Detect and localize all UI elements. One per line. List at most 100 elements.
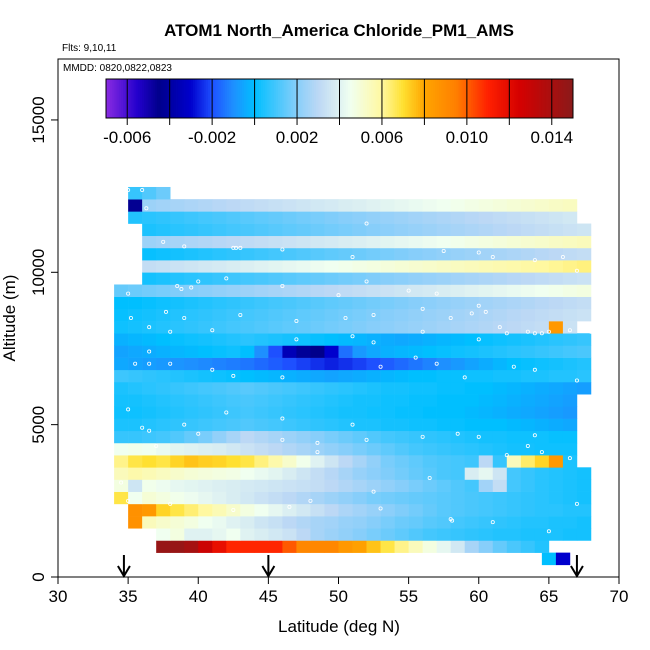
colorbar-segment — [333, 79, 336, 118]
heatmap-cell — [282, 296, 297, 310]
heatmap-cell — [450, 540, 466, 553]
sample-point — [434, 291, 439, 296]
colorbar-segment — [182, 79, 185, 118]
heatmap-cell — [254, 467, 269, 480]
heatmap-cell — [422, 235, 437, 249]
heatmap-cell — [534, 284, 550, 297]
heatmap-cell — [142, 235, 157, 249]
heatmap-cell — [576, 467, 592, 480]
heatmap-cell — [212, 321, 227, 334]
heatmap-cell — [170, 345, 185, 358]
colorbar-segment — [233, 79, 236, 118]
sample-point — [280, 247, 285, 252]
colorbar-segment — [256, 79, 260, 118]
heatmap-cell — [142, 308, 157, 322]
colorbar-segment — [398, 79, 402, 118]
heatmap-cell — [310, 479, 325, 492]
heatmap-cell — [408, 479, 423, 492]
sample-point — [224, 276, 229, 281]
colorbar-segment — [377, 79, 381, 118]
colorbar-segment — [337, 79, 340, 118]
heatmap-cell — [534, 467, 550, 480]
heatmap-cell — [324, 418, 339, 432]
heatmap-cell — [338, 321, 353, 334]
colorbar-segment — [488, 79, 491, 118]
heatmap-cell — [324, 467, 339, 480]
colorbar-segment — [120, 79, 124, 118]
colorbar-segment — [301, 79, 304, 118]
heatmap-cell — [338, 199, 353, 212]
heatmap-cell — [170, 406, 185, 419]
heatmap-cell — [492, 260, 508, 273]
heatmap-cell — [576, 357, 592, 371]
heatmap-cell — [198, 442, 213, 456]
colorbar-segment — [292, 79, 296, 118]
colorbar-tick-label: 0.002 — [276, 128, 319, 147]
colorbar-segment — [178, 79, 181, 118]
heatmap-cell — [184, 272, 199, 285]
colorbar-segment — [303, 79, 306, 118]
heatmap-cell — [478, 284, 494, 297]
sample-point — [532, 433, 537, 438]
colorbar: -0.006 -0.002 0.002 0.006 0.010 0.014 — [103, 78, 574, 147]
heatmap-cell — [310, 284, 325, 297]
colorbar-segment — [485, 79, 489, 118]
colorbar-segment — [358, 79, 362, 118]
colorbar-segment — [381, 79, 385, 118]
colorbar-segment — [341, 79, 345, 118]
heatmap-cell — [492, 430, 508, 444]
heatmap-cell — [450, 211, 466, 224]
heatmap-cell — [576, 516, 592, 529]
heatmap-cell — [142, 260, 157, 273]
heatmap-cell — [142, 321, 157, 334]
heatmap-cell — [408, 491, 423, 505]
sample-point — [350, 422, 355, 427]
heatmap-cell — [352, 479, 367, 492]
heatmap-cell — [240, 503, 255, 517]
heatmap-cell — [282, 357, 297, 371]
heatmap-cell — [296, 516, 311, 529]
colorbar-segment — [314, 79, 317, 118]
heatmap-cell — [226, 345, 241, 358]
heatmap-cell — [142, 442, 157, 456]
heatmap-cell — [268, 296, 283, 310]
heatmap-cell — [226, 418, 241, 432]
heatmap-cell — [534, 223, 550, 237]
heatmap-cell — [282, 516, 297, 529]
heatmap-cell — [366, 381, 381, 395]
heatmap-cell — [198, 394, 213, 407]
colorbar-segment — [409, 79, 413, 118]
heatmap-cell — [282, 479, 297, 492]
heatmap-cell — [520, 528, 536, 541]
heatmap-cell — [296, 272, 311, 285]
heatmap-cell — [380, 455, 395, 468]
heatmap-cell — [254, 199, 269, 212]
colorbar-segment — [401, 79, 404, 118]
heatmap-cell — [366, 284, 381, 297]
heatmap-cell — [310, 455, 325, 468]
sample-point — [238, 245, 243, 250]
heatmap-cell — [170, 260, 185, 273]
heatmap-cell — [184, 540, 199, 553]
sample-point — [595, 392, 600, 397]
heatmap-cell — [380, 394, 395, 407]
heatmap-cell — [254, 455, 269, 468]
heatmap-cell — [226, 369, 241, 383]
heatmap-cell — [492, 308, 508, 322]
sample-point — [126, 407, 131, 412]
heatmap-cell — [352, 308, 367, 322]
sample-point — [574, 378, 579, 383]
heatmap-cell — [170, 491, 185, 505]
heatmap-cell — [310, 516, 325, 529]
heatmap-cell — [128, 333, 143, 346]
arrow-marker — [261, 555, 276, 578]
colorbar-segment — [252, 79, 255, 118]
colorbar-segment — [354, 79, 357, 118]
heatmap-cell — [394, 516, 409, 529]
heatmap-cell — [520, 479, 536, 492]
heatmap-cell — [450, 199, 466, 212]
heatmap-cell — [142, 467, 157, 480]
heatmap-cell — [366, 516, 381, 529]
heatmap-cell — [282, 442, 297, 456]
heatmap-cell — [170, 357, 185, 371]
